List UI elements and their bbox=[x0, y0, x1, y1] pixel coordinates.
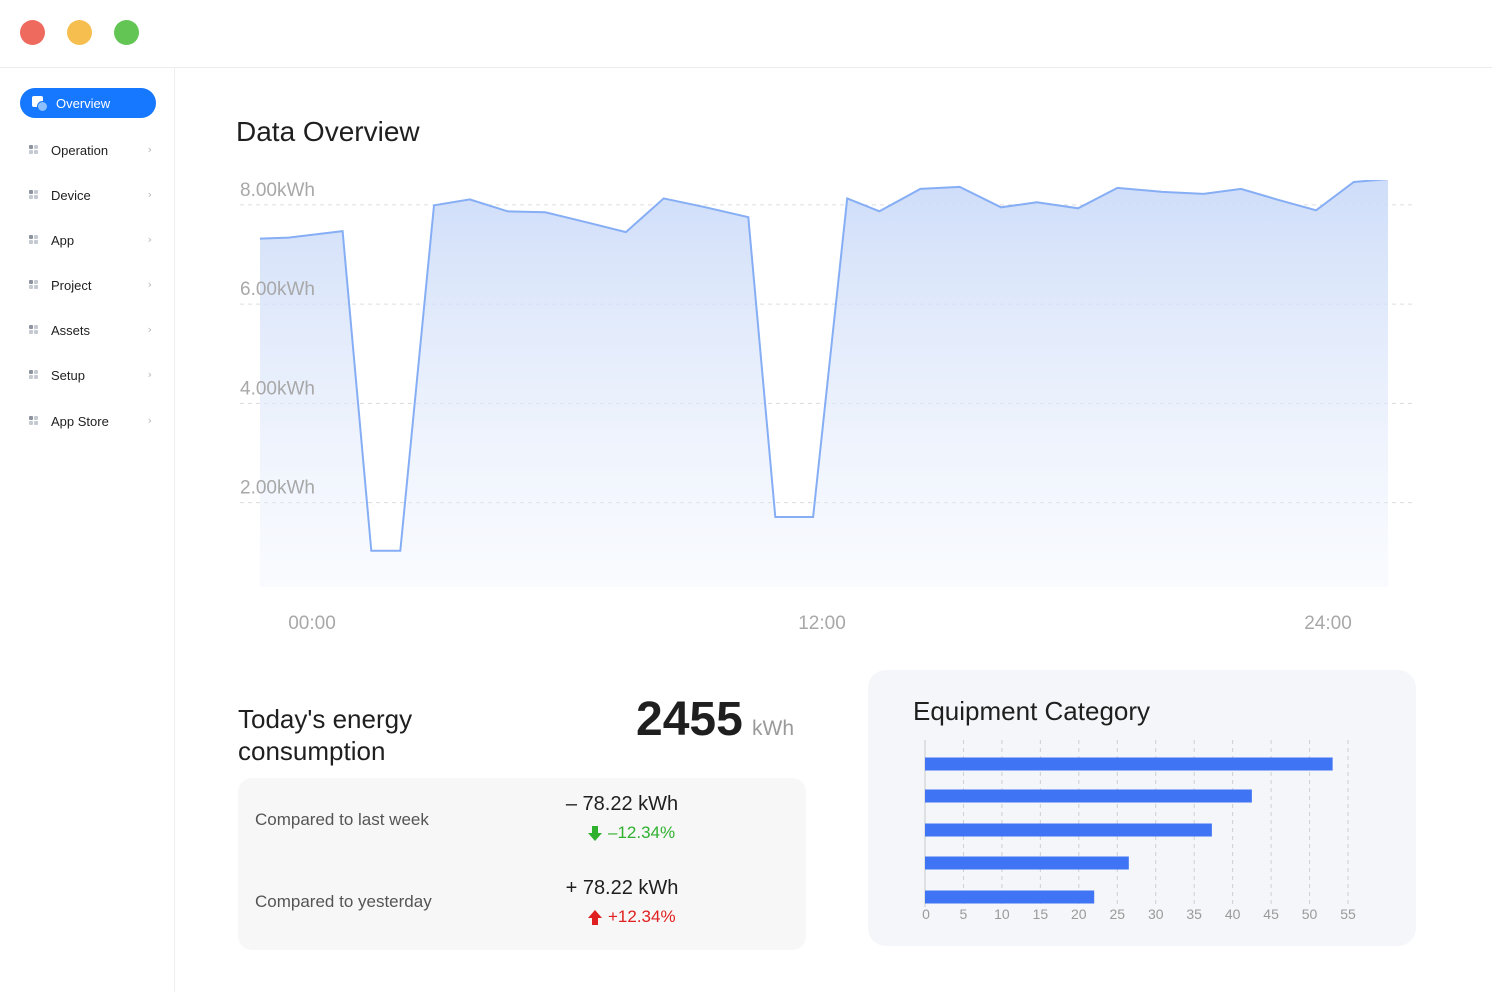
sidebar-item-label: Overview bbox=[56, 95, 111, 111]
comparison-value-last-week: – 78.22 kWh bbox=[565, 793, 679, 815]
chevron-right-icon: › bbox=[147, 368, 152, 381]
y-tick-label: 8.00kWh bbox=[240, 180, 315, 201]
bar bbox=[925, 757, 1333, 771]
sidebar-item-project[interactable]: Project › bbox=[20, 270, 156, 300]
overview-icon bbox=[32, 96, 48, 112]
x-tick-label: 55 bbox=[1340, 906, 1356, 922]
bar bbox=[925, 823, 1212, 837]
x-tick-label: 10 bbox=[994, 906, 1010, 922]
energy-value: 2455 bbox=[636, 693, 743, 746]
grid-icon bbox=[29, 145, 39, 155]
x-tick-label: 50 bbox=[1302, 906, 1318, 922]
sidebar-item-operation[interactable]: Operation › bbox=[20, 135, 156, 165]
x-tick-label: 35 bbox=[1186, 906, 1202, 922]
sidebar-item-label: Project bbox=[51, 277, 92, 293]
equipment-category-card: Equipment Category 0 5 10 15 20 25 30 35 40 45 50 5… bbox=[868, 670, 1416, 946]
x-tick-label: 45 bbox=[1263, 906, 1279, 922]
sidebar-item-setup[interactable]: Setup › bbox=[20, 360, 156, 390]
x-tick-label: 00:00 bbox=[288, 613, 336, 634]
equipment-category-title: Equipment Category bbox=[913, 696, 1151, 726]
x-tick-label: 40 bbox=[1225, 906, 1241, 922]
x-tick-label: 30 bbox=[1148, 906, 1164, 922]
grid-icon bbox=[29, 190, 39, 200]
x-tick-label: 20 bbox=[1071, 906, 1087, 922]
window-maximize-button[interactable] bbox=[114, 20, 139, 45]
area-fill bbox=[260, 180, 1388, 587]
sidebar-item-label: Device bbox=[51, 187, 91, 203]
grid-icon bbox=[29, 280, 39, 290]
bar bbox=[925, 789, 1252, 803]
sidebar-item-label: Setup bbox=[51, 367, 85, 383]
window-titlebar bbox=[0, 0, 1492, 68]
comparison-label-yesterday: Compared to yesterday bbox=[255, 892, 432, 911]
energy-area-chart: 8.00kWh 6.00kWh 4.00kWh 2.00kWh 00:00 12:00 2… bbox=[240, 180, 1415, 634]
sidebar-item-overview[interactable]: Overview bbox=[20, 88, 156, 118]
x-tick-label: 25 bbox=[1109, 906, 1125, 922]
sidebar-item-assets[interactable]: Assets › bbox=[20, 315, 156, 345]
comparison-percent-last-week: –12.34% bbox=[588, 823, 675, 843]
x-tick-label: 5 bbox=[960, 906, 968, 922]
sidebar: Overview Operation › Device › App › Proj… bbox=[0, 68, 175, 992]
comparison-label-last-week: Compared to last week bbox=[255, 810, 429, 829]
sidebar-item-label: App Store bbox=[51, 413, 109, 429]
arrow-up-icon bbox=[588, 909, 602, 925]
sidebar-item-label: Assets bbox=[51, 322, 91, 338]
x-tick-label: 12:00 bbox=[798, 613, 846, 634]
bar bbox=[925, 856, 1129, 870]
chevron-right-icon: › bbox=[147, 188, 152, 201]
page-title: Data Overview bbox=[236, 116, 420, 147]
percent-text: –12.34% bbox=[608, 823, 676, 842]
y-tick-label: 6.00kWh bbox=[240, 279, 315, 300]
bar bbox=[925, 890, 1095, 904]
sidebar-item-label: App bbox=[51, 232, 75, 248]
comparison-value-yesterday: + 78.22 kWh bbox=[565, 877, 679, 899]
window-close-button[interactable] bbox=[20, 20, 45, 45]
comparison-card: Compared to last week – 78.22 kWh –12.34… bbox=[238, 778, 806, 950]
y-tick-label: 2.00kWh bbox=[240, 478, 315, 499]
chevron-right-icon: › bbox=[147, 323, 152, 336]
arrow-down-icon bbox=[588, 825, 602, 841]
grid-icon bbox=[29, 416, 39, 426]
x-tick-label: 24:00 bbox=[1304, 613, 1352, 634]
sidebar-item-app-store[interactable]: App Store › bbox=[20, 406, 156, 436]
series-line bbox=[259, 180, 1389, 552]
percent-text: +12.34% bbox=[608, 907, 676, 926]
chevron-right-icon: › bbox=[147, 278, 152, 291]
x-tick-label: 15 bbox=[1033, 906, 1049, 922]
sidebar-item-label: Operation bbox=[51, 142, 109, 158]
energy-title: Today's energy consumption bbox=[238, 704, 413, 766]
equipment-bar-chart: 0 5 10 15 20 25 30 35 40 45 50 55 bbox=[922, 740, 1356, 922]
sidebar-item-app[interactable]: App › bbox=[20, 225, 156, 255]
sidebar-item-device[interactable]: Device › bbox=[20, 180, 156, 210]
chevron-right-icon: › bbox=[147, 143, 152, 156]
grid-icon bbox=[29, 235, 39, 245]
y-tick-label: 4.00kWh bbox=[240, 378, 315, 399]
chevron-right-icon: › bbox=[147, 233, 152, 246]
chevron-right-icon: › bbox=[147, 414, 152, 427]
grid-icon bbox=[29, 325, 39, 335]
comparison-percent-yesterday: +12.34% bbox=[588, 907, 676, 927]
energy-unit: kWh bbox=[752, 717, 794, 740]
window-minimize-button[interactable] bbox=[67, 20, 92, 45]
x-tick-label: 0 bbox=[922, 906, 930, 922]
grid-icon bbox=[29, 370, 39, 380]
